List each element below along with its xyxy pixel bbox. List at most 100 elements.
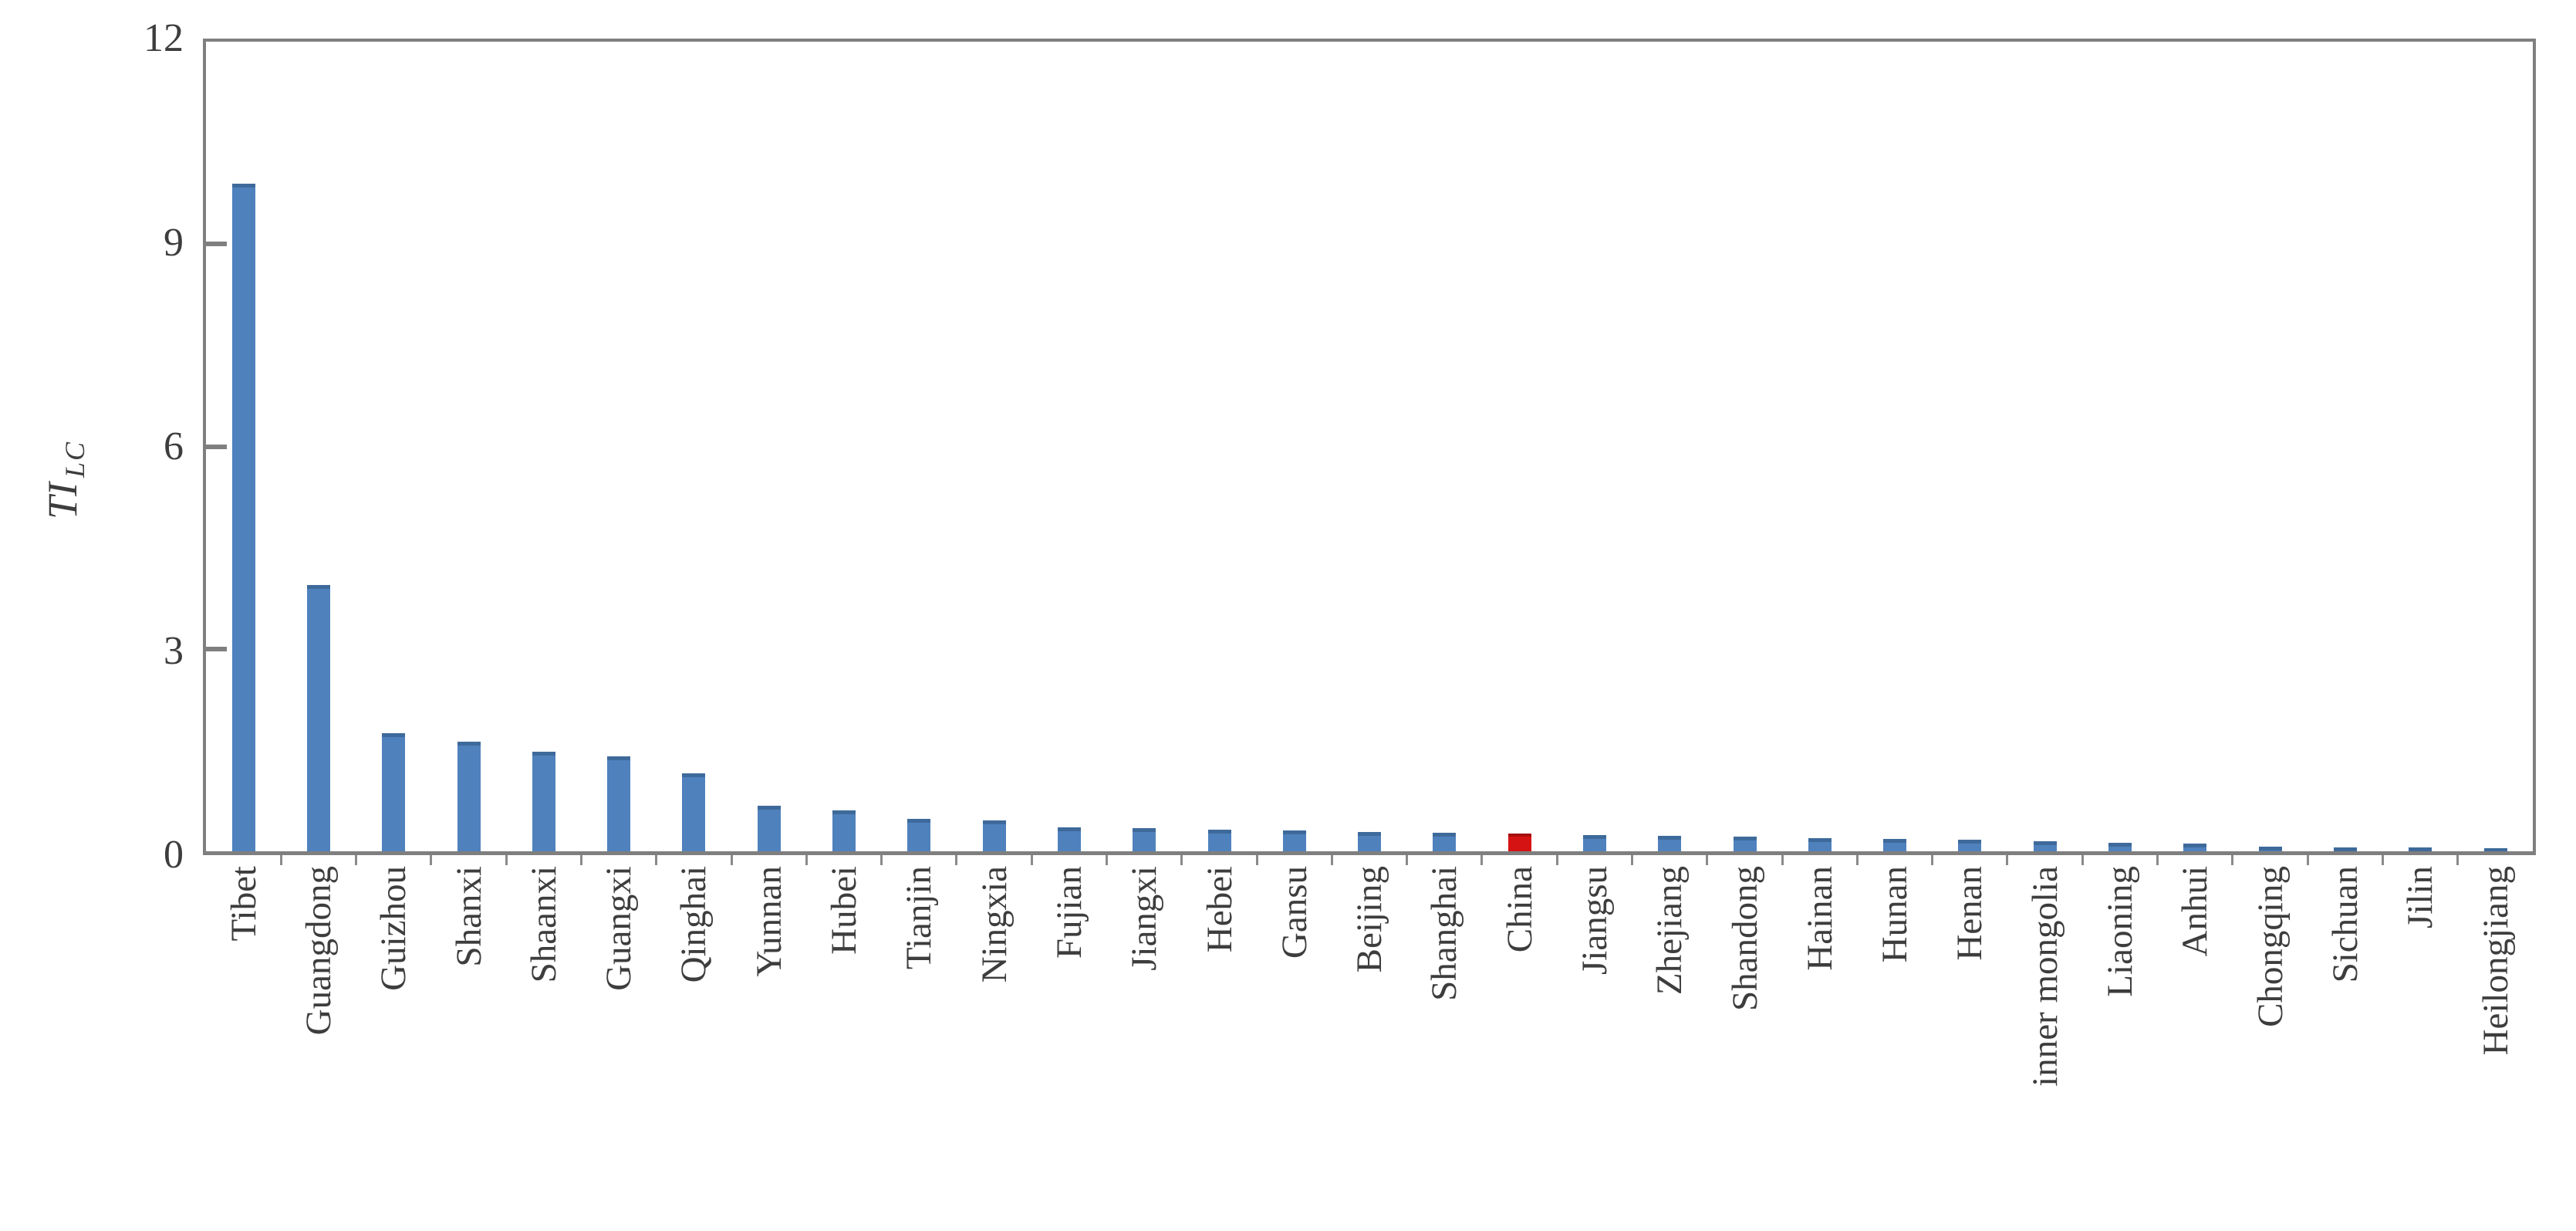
x-label-cell: Guangxi [581,866,656,1206]
bar-slot [2458,42,2533,851]
x-tick-mark [2456,855,2460,865]
bar-jilin [2409,847,2433,851]
x-label-cell: Shanghai [1407,866,1482,1206]
x-tick-mark [1781,855,1784,865]
x-axis-label-shanxi: Shanxi [448,866,489,967]
bar-slot [581,42,656,851]
x-label-cell: Qinghai [657,866,731,1206]
bar-tianjin [907,819,931,851]
x-label-cell: Hubei [806,866,881,1206]
y-axis-title-main: TI [39,482,86,520]
x-tick-mark [1180,855,1183,865]
x-label-cell: Shanxi [431,866,506,1206]
x-tick-mark [1406,855,1409,865]
x-tick-mark [1855,855,1859,865]
bar-shandong [1733,837,1757,851]
bar-slot [2383,42,2458,851]
bar-heilongjiang [2483,848,2507,851]
x-label-cell: Sichuan [2308,866,2382,1206]
x-tick-mark [1030,855,1033,865]
bar-shanxi [457,742,481,851]
x-tick-mark [279,855,282,865]
x-tick-mark [2156,855,2159,865]
bar-slot [206,42,281,851]
bar-hunan [1883,839,1907,851]
x-tick-mark [655,855,658,865]
plot-area [203,39,2536,855]
x-label-cell: Guangdong [281,866,356,1206]
bar-slot [2233,42,2308,851]
bar-shaanxi [532,752,555,851]
bar-slot [1407,42,1482,851]
bar-jiangsu [1582,835,1606,851]
bar-yunnan [757,806,781,851]
bar-slot [1707,42,1782,851]
x-axis-label-jiangxi: Jiangxi [1124,866,1165,971]
x-tick-mark [355,855,358,865]
x-tick-mark [1555,855,1558,865]
bar-slot [1858,42,1933,851]
bar-slot [882,42,957,851]
y-tick-label-0: 0 [164,833,184,877]
bar-slot [2308,42,2382,851]
bar-inner-mongolia [2033,841,2057,851]
x-axis-label-anhui: Anhui [2175,866,2216,957]
bar-henan [1958,840,1982,851]
x-label-cell: Yunnan [731,866,806,1206]
bar-guangxi [607,756,631,851]
bar-slot [2158,42,2233,851]
x-label-cell: Hebei [1182,866,1257,1206]
bar-slot [1557,42,1632,851]
x-label-cell: Ningxia [957,866,1031,1206]
x-axis-label-yunnan: Yunnan [748,866,789,977]
y-tick-label-9: 9 [164,220,184,265]
bar-guizhou [382,733,406,851]
x-label-cell: Chongqing [2233,866,2308,1206]
x-label-cell: Fujian [1031,866,1106,1206]
x-tick-mark [2006,855,2009,865]
x-axis-label-guizhou: Guizhou [373,866,414,991]
bar-hainan [1808,838,1832,851]
x-axis-label-liaoning: Liaoning [2100,866,2141,997]
x-label-cell: Henan [1933,866,2007,1206]
x-axis-label-hebei: Hebei [1199,866,1240,953]
x-axis-label-beijing: Beijing [1349,866,1390,973]
bar-hebei [1207,830,1231,851]
bar-jiangxi [1133,828,1156,851]
bar-slot [1482,42,1557,851]
x-tick-mark [505,855,508,865]
x-axis-label-sichuan: Sichuan [2324,866,2365,983]
bar-slot [2007,42,2082,851]
x-tick-mark [805,855,808,865]
y-tick-label-3: 3 [164,628,184,673]
x-tick-mark [955,855,958,865]
bars-container [206,42,2533,851]
bar-slot [1632,42,1707,851]
x-axis-label-guangdong: Guangdong [298,866,339,1036]
bar-fujian [1057,827,1081,851]
bar-slot [657,42,731,851]
x-label-cell: Anhui [2158,866,2233,1206]
y-tick-mark-3 [206,646,227,651]
x-axis-label-heilongjiang: Heilongjiang [2475,866,2516,1056]
bar-shanghai [1433,833,1457,851]
x-label-cell: Jiangxi [1107,866,1182,1206]
x-tick-mark [1631,855,1634,865]
x-label-cell: Shaanxi [506,866,581,1206]
bar-slot [281,42,356,851]
bar-guangdong [306,585,330,851]
x-label-cell: Jilin [2383,866,2458,1206]
x-label-cell: Heilongjiang [2458,866,2533,1206]
x-label-cell: Hainan [1782,866,1857,1206]
x-tick-mark [430,855,433,865]
x-axis-label-china: China [1499,866,1540,953]
x-axis-labels: Tibet Guangdong Guizhou Shanxi Shaanxi Guangx… [206,866,2533,1206]
x-axis-label-jilin: Jilin [2400,866,2441,928]
bar-slot [1182,42,1257,851]
x-axis-label-hainan: Hainan [1799,866,1840,971]
x-axis-label-gansu: Gansu [1274,866,1315,959]
x-axis-label-henan: Henan [1950,866,1990,961]
x-axis-label-hunan: Hunan [1875,866,1916,963]
bar-hubei [832,810,856,851]
